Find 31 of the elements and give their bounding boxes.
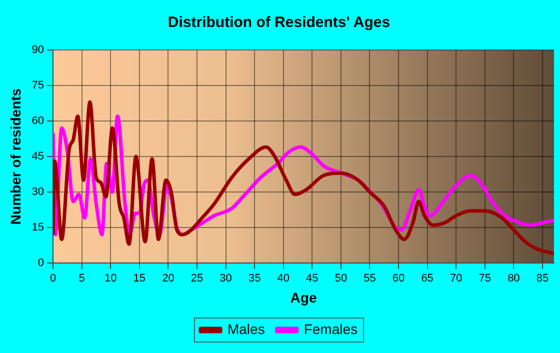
- y-axis-title: Number of residents: [7, 88, 24, 225]
- x-tick-label: 15: [133, 272, 146, 285]
- x-tick-label: 75: [478, 272, 492, 285]
- x-tick-label: 80: [508, 272, 520, 285]
- x-tick-label: 45: [306, 272, 318, 285]
- y-tick-label: 15: [32, 222, 44, 234]
- line-series: [53, 100, 554, 256]
- y-tick-label: 45: [32, 150, 44, 163]
- y-tick-label: 30: [32, 186, 44, 198]
- x-tick-label: 70: [450, 272, 462, 285]
- x-tick-label: 25: [190, 272, 204, 285]
- x-tick-label: 55: [364, 272, 376, 285]
- legend-label: Females: [304, 320, 358, 337]
- legend-label: Males: [227, 320, 265, 337]
- x-tick-label: 35: [248, 272, 261, 285]
- x-axis-title: Age: [290, 289, 317, 306]
- y-tick-label: 0: [38, 257, 44, 270]
- y-tick-label: 90: [32, 44, 44, 56]
- x-tick-label: 5: [78, 272, 85, 285]
- y-tick-label: 75: [32, 80, 44, 92]
- y-tick-label: 60: [32, 115, 44, 128]
- x-tick-label: 0: [50, 272, 56, 285]
- x-tick-label: 30: [220, 272, 232, 285]
- x-tick-label: 50: [334, 272, 348, 285]
- x-tick-label: 20: [162, 272, 174, 285]
- x-tick-label: 65: [421, 272, 434, 285]
- x-tick-label: 85: [536, 272, 549, 285]
- x-tick-label: 40: [277, 272, 290, 285]
- chart-title: Distribution of Residents' Ages: [168, 14, 390, 32]
- x-tick-label: 10: [104, 272, 117, 285]
- x-tick-label: 60: [392, 272, 405, 285]
